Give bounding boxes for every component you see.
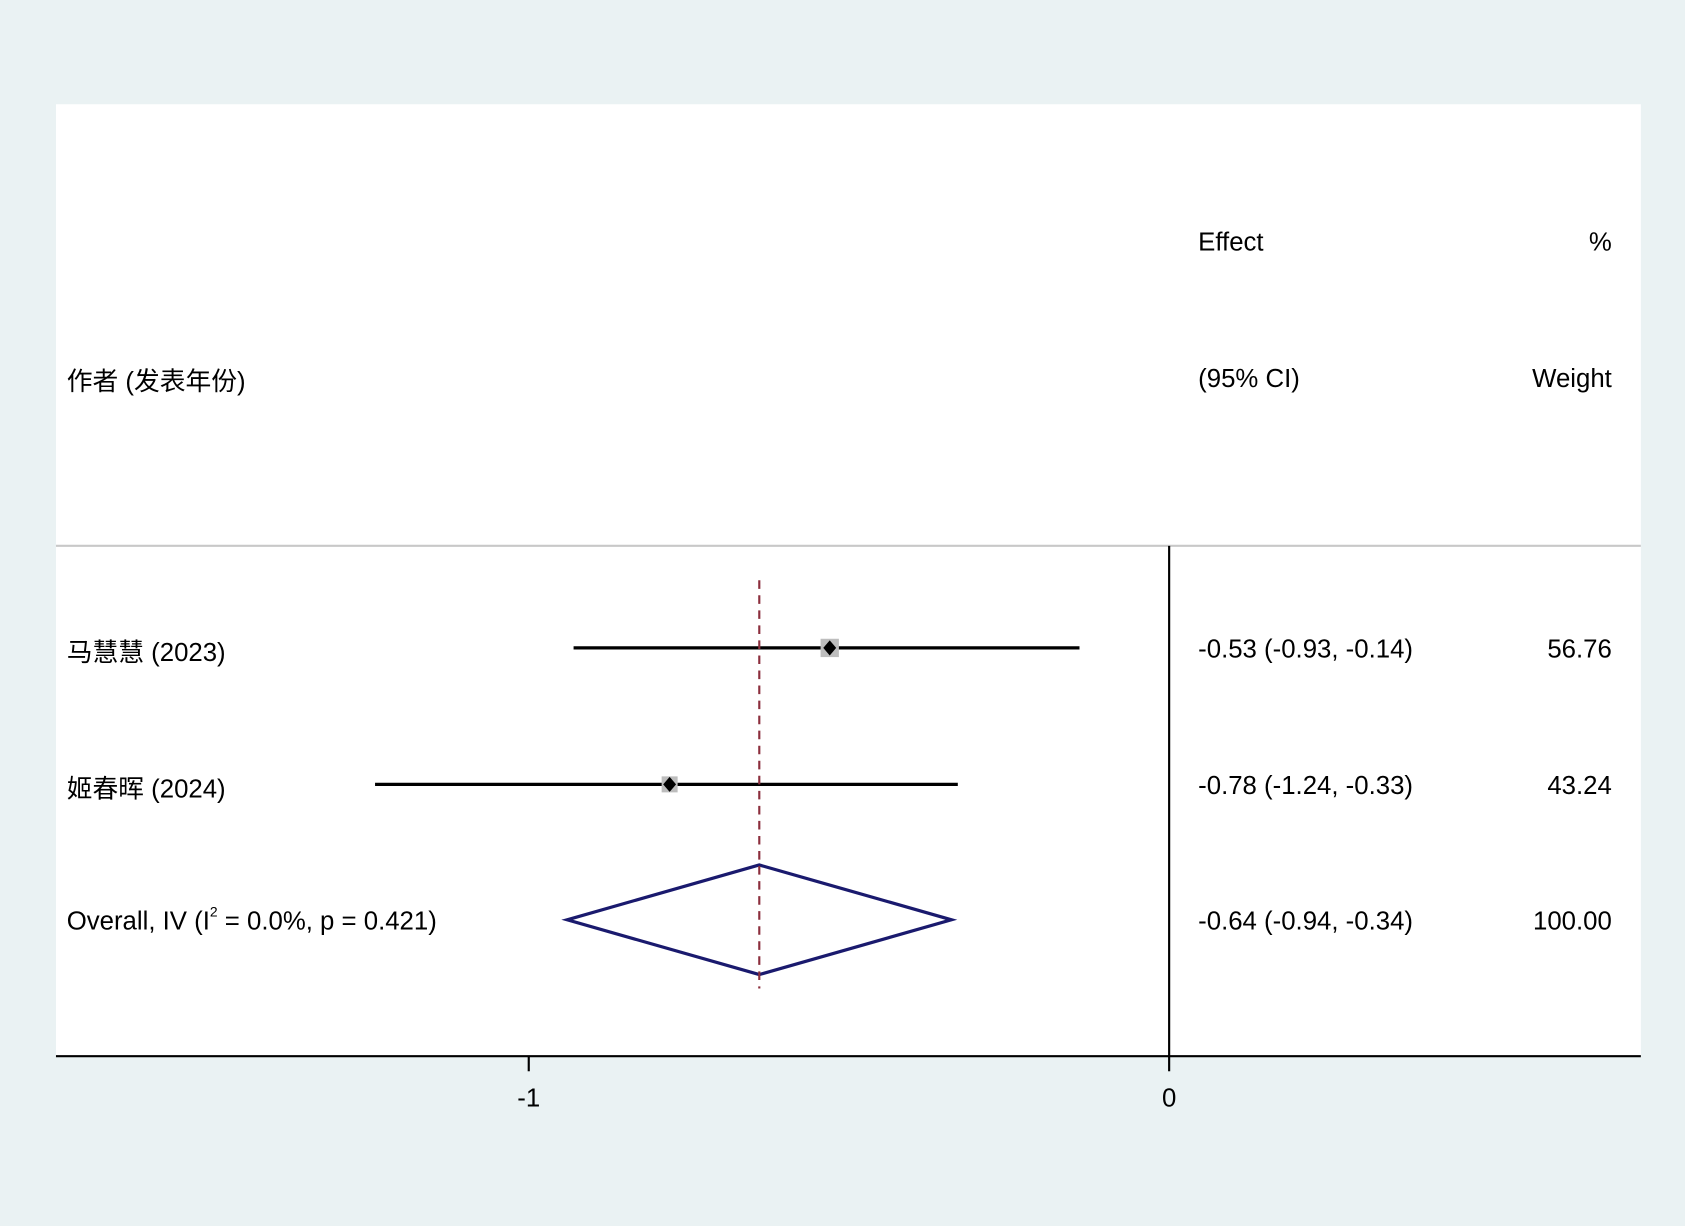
effect-header-line1: Effect bbox=[1198, 228, 1263, 256]
study-point-estimate bbox=[663, 776, 677, 792]
effect-header-line2: (95% CI) bbox=[1198, 365, 1300, 393]
weight-header-line1: % bbox=[1589, 228, 1612, 256]
study-point-estimate bbox=[823, 640, 837, 656]
study-weight-text: 56.76 bbox=[1547, 636, 1611, 664]
study-effect-text: -0.53 (-0.93, -0.14) bbox=[1198, 636, 1413, 664]
overall-effect-text: -0.64 (-0.94, -0.34) bbox=[1198, 907, 1413, 935]
x-tick-label: -1 bbox=[517, 1085, 540, 1113]
x-tick-label: 0 bbox=[1162, 1085, 1176, 1113]
study-label: 姬春晖 (2024) bbox=[67, 774, 226, 803]
study-effect-text: -0.78 (-1.24, -0.33) bbox=[1198, 772, 1413, 800]
overall-diamond bbox=[561, 863, 958, 977]
study-label: 马慧慧 (2023) bbox=[67, 638, 226, 667]
overall-label: Overall, IV (I2 = 0.0%, p = 0.421) bbox=[67, 904, 437, 936]
study-weight-text: 43.24 bbox=[1547, 772, 1611, 800]
overall-weight-text: 100.00 bbox=[1533, 907, 1612, 935]
study-column-header: 作者 (发表年份) bbox=[67, 367, 246, 396]
plot-panel bbox=[55, 104, 1641, 1057]
weight-header-line2: Weight bbox=[1532, 365, 1612, 393]
